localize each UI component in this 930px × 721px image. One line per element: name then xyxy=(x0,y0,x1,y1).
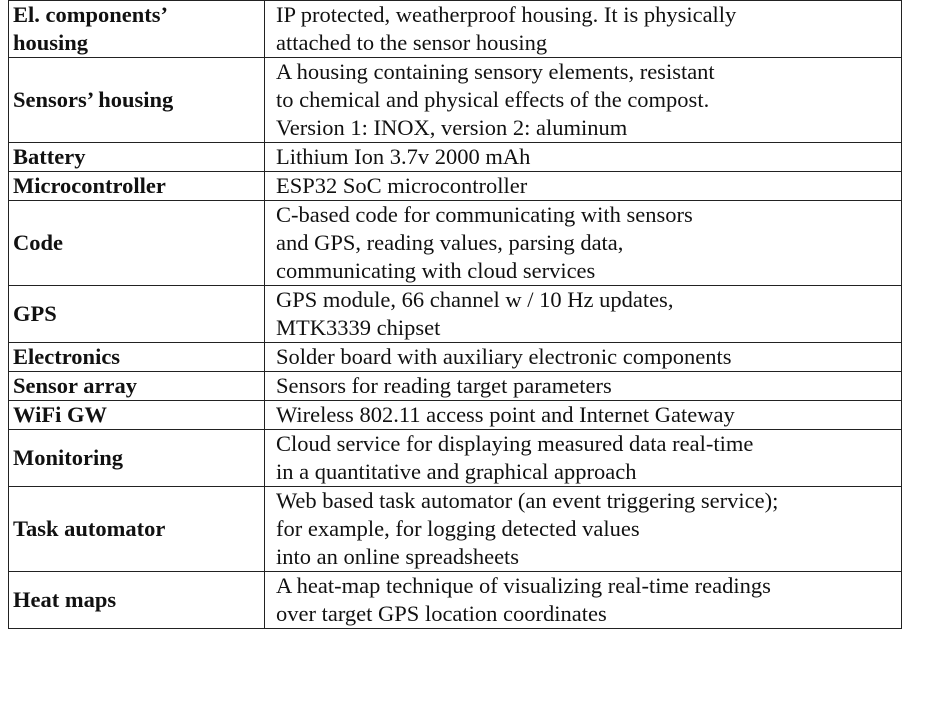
table-row: Task automator Web based task automator … xyxy=(8,486,902,572)
table-row: El. components’ housing IP protected, we… xyxy=(8,0,902,58)
component-description: A heat-map technique of visualizing real… xyxy=(264,571,902,629)
component-name: GPS xyxy=(8,285,265,343)
component-name: Sensors’ housing xyxy=(8,57,265,143)
component-description: Wireless 802.11 access point and Interne… xyxy=(264,400,902,430)
component-name: Electronics xyxy=(8,342,265,372)
component-description: Sensors for reading target parameters xyxy=(264,371,902,401)
table-row: Electronics Solder board with auxiliary … xyxy=(8,342,902,372)
component-description: GPS module, 66 channel w / 10 Hz updates… xyxy=(264,285,902,343)
component-description: ESP32 SoC microcontroller xyxy=(264,171,902,201)
table-row: Sensors’ housing A housing containing se… xyxy=(8,57,902,143)
component-name: Sensor array xyxy=(8,371,265,401)
table-row: Battery Lithium Ion 3.7v 2000 mAh xyxy=(8,142,902,172)
table-row: Sensor array Sensors for reading target … xyxy=(8,371,902,401)
component-description: C-based code for communicating with sens… xyxy=(264,200,902,286)
component-description: IP protected, weatherproof housing. It i… xyxy=(264,0,902,58)
component-name: Heat maps xyxy=(8,571,265,629)
table-row: GPS GPS module, 66 channel w / 10 Hz upd… xyxy=(8,285,902,343)
component-description: Solder board with auxiliary electronic c… xyxy=(264,342,902,372)
table-row: Heat maps A heat-map technique of visual… xyxy=(8,571,902,629)
component-name: Monitoring xyxy=(8,429,265,487)
component-description: Cloud service for displaying measured da… xyxy=(264,429,902,487)
table-row: Monitoring Cloud service for displaying … xyxy=(8,429,902,487)
table-row: Microcontroller ESP32 SoC microcontrolle… xyxy=(8,171,902,201)
component-name: WiFi GW xyxy=(8,400,265,430)
component-name: El. components’ housing xyxy=(8,0,265,58)
component-description: Lithium Ion 3.7v 2000 mAh xyxy=(264,142,902,172)
component-name: Battery xyxy=(8,142,265,172)
component-description: Web based task automator (an event trigg… xyxy=(264,486,902,572)
table-row: Code C-based code for communicating with… xyxy=(8,200,902,286)
component-name: Task automator xyxy=(8,486,265,572)
component-description: A housing containing sensory elements, r… xyxy=(264,57,902,143)
table-row: WiFi GW Wireless 802.11 access point and… xyxy=(8,400,902,430)
component-name: Code xyxy=(8,200,265,286)
component-name: Microcontroller xyxy=(8,171,265,201)
component-table: El. components’ housing IP protected, we… xyxy=(8,0,902,629)
